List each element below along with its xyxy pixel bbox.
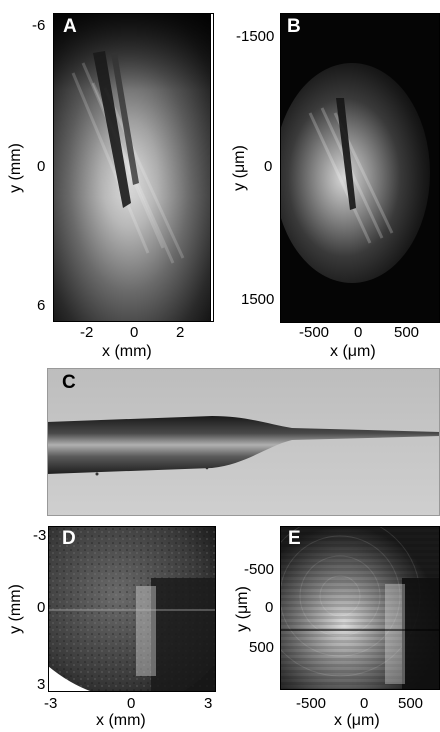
panel-e-xtick: 0 (360, 695, 369, 712)
panel-d-xtick: -3 (44, 695, 58, 712)
panel-e-xtick: -500 (296, 695, 327, 712)
panel-b-xtick: 500 (394, 324, 420, 341)
panel-d-xtick: 0 (127, 695, 136, 712)
panel-b-ytick: 1500 (241, 291, 275, 308)
panel-e-xtick: 500 (398, 695, 424, 712)
panel-e-letter: E (288, 528, 301, 549)
panel-d-ytick: 3 (37, 676, 46, 693)
panel-a-xlabel: x (mm) (102, 343, 152, 360)
panel-b-ylabel: y (μm) (231, 145, 248, 191)
panel-a-image (53, 13, 212, 321)
panel-a-xtick: 0 (130, 324, 139, 341)
panel-b-ytick: 0 (264, 158, 273, 175)
panel-e-ytick: 500 (249, 639, 275, 656)
panel-b-image (280, 13, 439, 322)
panel-a-xtick: -2 (80, 324, 94, 341)
panel-e-ytick: 0 (265, 599, 274, 616)
panel-d-ytick: -3 (33, 527, 47, 544)
panel-a-xtick: 2 (176, 324, 185, 341)
panel-a-ylabel: y (mm) (7, 143, 24, 193)
panel-a-letter: A (63, 16, 77, 37)
panel-a-ytick: 0 (37, 158, 46, 175)
panel-d-letter: D (62, 528, 76, 549)
panel-c-letter: C (62, 372, 76, 393)
panel-b-ytick: -1500 (236, 28, 275, 45)
panel-e-ylabel: y (μm) (234, 586, 251, 632)
panel-b-xtick: 0 (354, 324, 363, 341)
panel-d-xlabel: x (mm) (96, 712, 146, 729)
panel-b-xlabel: x (μm) (330, 343, 376, 360)
panel-e-image (280, 526, 440, 690)
panel-d-xtick: 3 (204, 695, 213, 712)
panel-d-ytick: 0 (37, 599, 46, 616)
panel-e-ytick: -500 (244, 561, 275, 578)
panel-c-image (47, 368, 440, 515)
panel-a-ytick: -6 (32, 17, 46, 34)
panel-a-ytick: 6 (37, 297, 46, 314)
panel-d-ylabel: y (mm) (7, 584, 24, 634)
panel-b-letter: B (287, 16, 301, 37)
panel-d-image (48, 526, 216, 692)
panel-e-xlabel: x (μm) (334, 712, 380, 729)
panel-b-xtick: -500 (299, 324, 330, 341)
